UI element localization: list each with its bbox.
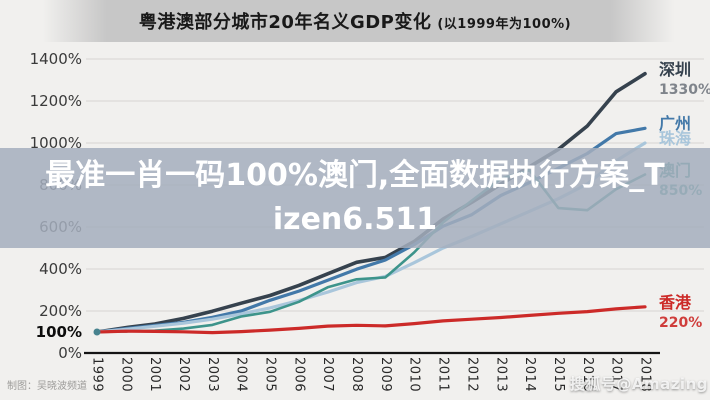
x-tick-label-2015: 2015 [550,357,566,393]
x-tick-label-2014: 2014 [522,357,538,393]
overlay-text-line-1: 最准一肖一码100%澳门,全面数据执行方案_T [45,158,665,193]
chart-title-main: 粤港澳部分城市20年名义GDP变化 [138,12,432,33]
x-tick-label-2004: 2004 [233,357,249,393]
overlay-text-banner: 最准一肖一码100%澳门,全面数据执行方案_T izen6.511 [0,148,710,248]
series-label-guangzhou: 广州 [659,116,691,132]
title-band: 粤港澳部分城市20年名义GDP变化 (以1999年为100%) [0,0,710,42]
series-name-zhuhai: 珠海 [659,129,692,148]
x-tick-label-2006: 2006 [291,357,307,393]
x-tick-label-1999: 1999 [89,357,105,393]
x-tick-label-2002: 2002 [176,357,192,393]
series-line-hongkong [95,305,647,335]
chart-credit: 制图：吴晓波频道 [7,381,87,392]
x-tick-label-2008: 2008 [349,357,365,393]
series-label-zhuhai: 珠海 [659,131,691,147]
overlay-text-line-2: izen6.511 [272,202,438,237]
x-tick-label-2001: 2001 [147,357,163,393]
chart-title-baseline-note: (以1999年为100%) [437,17,572,32]
series-name-shenzhen: 深圳 [659,59,692,79]
x-tick-label-2011: 2011 [435,357,451,393]
series-end-value-shenzhen: 1330% [659,81,710,98]
series-name-guangzhou: 广州 [659,114,692,134]
sohu-watermark: 搜狐号@Amazing [569,375,708,393]
series-label-shenzhen: 深圳 1330% [659,59,710,98]
series-end-value-hongkong: 220% [659,314,703,331]
y-tick-label-1000: 1000% [29,134,82,152]
x-tick-label-2005: 2005 [262,357,278,393]
x-tick-label-2007: 2007 [320,357,336,393]
x-tick-label-2016: 2016 [579,357,595,393]
x-tick-label-2009: 2009 [377,357,393,393]
x-tick-label-2012: 2012 [464,357,480,393]
x-tick-label-2017: 2017 [608,357,624,393]
y-tick-label-100: 100% [35,323,82,341]
x-tick-label-2010: 2010 [406,357,422,393]
chart-title: 粤港澳部分城市20年名义GDP变化 (以1999年为100%) [139,8,571,34]
y-tick-label-0: 0% [58,344,82,362]
y-tick-label-1200: 1200% [29,92,82,110]
y-tick-label-200: 200% [39,302,82,320]
x-tick-label-2000: 2000 [118,357,134,393]
start-point-dot [93,328,101,336]
series-name-hongkong: 香港 [659,292,692,312]
x-tick-label-2003: 2003 [204,357,220,393]
series-label-hongkong: 香港 220% [659,292,703,331]
x-tick-label-2018: 2018 [637,357,653,393]
y-tick-label-400: 400% [39,260,82,278]
y-tick-label-1400: 1400% [29,50,82,68]
x-tick-label-2013: 2013 [493,357,509,393]
